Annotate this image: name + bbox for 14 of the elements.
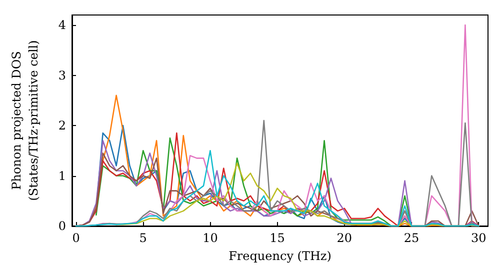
y-tick-label: 1 <box>58 168 66 183</box>
x-tick-label: 0 <box>72 231 80 245</box>
x-axis-title: Frequency (THz) <box>228 249 332 263</box>
x-tick-label: 5 <box>139 231 147 245</box>
y-tick-label: 4 <box>58 18 66 32</box>
x-tick-label: 25 <box>404 231 420 245</box>
x-tick-label: 15 <box>270 231 285 245</box>
y-tick-label: 3 <box>58 68 66 82</box>
x-tick-label: 10 <box>202 231 218 245</box>
y-axis-title: Phonon projected DOS (States/THz·primitive cell) <box>10 40 40 201</box>
x-tick-label: 20 <box>336 231 352 245</box>
y-tick-label: 0 <box>58 219 66 233</box>
x-tick-label: 30 <box>470 231 486 245</box>
y-tick-label: 2 <box>58 118 66 133</box>
